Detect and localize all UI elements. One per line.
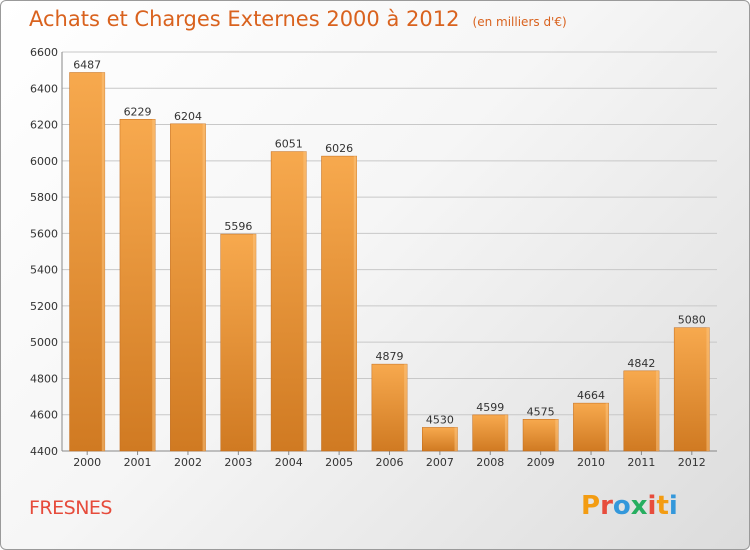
y-tick-label: 5000 <box>30 336 58 349</box>
x-tick-label: 2002 <box>174 456 202 469</box>
label-layer: 4400 4600 4800 5000 5200 5400 5600 5800 6000 6200… <box>30 46 706 469</box>
bar-highlight <box>101 72 105 452</box>
bar-highlight <box>504 414 508 451</box>
chart-unit: (en milliers d'€) <box>472 15 567 29</box>
bar-2006 <box>371 363 408 452</box>
bar-2007 <box>422 427 458 452</box>
logo-letter: t <box>656 491 669 521</box>
bar-highlight <box>555 419 559 451</box>
y-tick-label: 6200 <box>30 119 58 132</box>
logo-letter: i <box>668 491 678 521</box>
proxiti-logo[interactable]: Proxiti <box>581 491 678 521</box>
y-tick-label: 4400 <box>30 445 58 458</box>
bar-2005 <box>321 155 358 452</box>
y-tick-label: 6400 <box>30 82 58 95</box>
y-tick-label: 6600 <box>30 46 58 59</box>
x-tick-label: 2003 <box>224 456 252 469</box>
logo-letter: P <box>581 491 601 521</box>
x-tick-label: 2004 <box>275 456 303 469</box>
logo-letter: o <box>612 491 631 521</box>
commune-name: FRESNES <box>29 497 112 519</box>
bar-highlight <box>404 364 408 451</box>
bar-value-label: 6487 <box>73 58 101 71</box>
y-tick-label: 5200 <box>30 300 58 313</box>
x-tick-label: 2000 <box>73 456 101 469</box>
bar-value-label: 4575 <box>527 405 555 418</box>
y-tick-label: 6000 <box>30 155 58 168</box>
y-tick-label: 5600 <box>30 227 58 240</box>
bar-highlight <box>454 427 458 451</box>
y-tick-label: 5400 <box>30 264 58 277</box>
y-tick-label: 4600 <box>30 409 58 422</box>
logo-letter: i <box>647 491 657 521</box>
bar-value-label: 4879 <box>376 350 404 363</box>
bar-2011 <box>623 370 660 452</box>
logo-letter: x <box>630 491 648 521</box>
bar-highlight <box>706 327 710 451</box>
bar-value-label: 6051 <box>275 138 303 151</box>
bar-value-label: 6026 <box>325 142 353 155</box>
bar-2009 <box>522 419 559 452</box>
bar-2001 <box>119 119 156 452</box>
bar-highlight <box>353 156 357 451</box>
bar-value-label: 4599 <box>476 401 504 414</box>
bar-2003 <box>220 233 257 452</box>
bar-2012 <box>673 327 710 452</box>
chart-title: Achats et Charges Externes 2000 à 2012 (… <box>29 7 567 31</box>
bar-highlight <box>202 123 206 451</box>
bar-value-label: 5596 <box>224 220 252 233</box>
bar-2000 <box>69 72 106 452</box>
bar-value-label: 4664 <box>577 389 605 402</box>
x-tick-label: 2008 <box>476 456 504 469</box>
bar-2010 <box>573 402 609 452</box>
bar-highlight <box>252 234 256 451</box>
x-tick-label: 2009 <box>527 456 555 469</box>
bar-highlight <box>303 151 307 451</box>
bar-highlight <box>605 403 609 451</box>
chart-title-text: Achats et Charges Externes 2000 à 2012 <box>29 7 460 31</box>
bar-2008 <box>472 414 509 452</box>
y-tick-label: 5800 <box>30 191 58 204</box>
x-tick-label: 2006 <box>376 456 404 469</box>
logo-letter: r <box>600 491 613 521</box>
bar-highlight <box>152 119 156 451</box>
bar-2004 <box>270 151 307 452</box>
bar-layer <box>69 72 710 452</box>
x-tick-label: 2007 <box>426 456 454 469</box>
bar-value-label: 4842 <box>627 357 655 370</box>
bar-value-label: 4530 <box>426 413 454 426</box>
x-tick-label: 2001 <box>124 456 152 469</box>
x-tick-label: 2011 <box>627 456 655 469</box>
bar-value-label: 5080 <box>678 314 706 327</box>
bar-value-label: 6229 <box>124 105 152 118</box>
bar-2002 <box>170 123 206 452</box>
x-tick-label: 2005 <box>325 456 353 469</box>
bar-highlight <box>656 370 660 451</box>
x-tick-label: 2012 <box>678 456 706 469</box>
x-tick-label: 2010 <box>577 456 605 469</box>
y-tick-label: 4800 <box>30 372 58 385</box>
bar-value-label: 6204 <box>174 110 202 123</box>
